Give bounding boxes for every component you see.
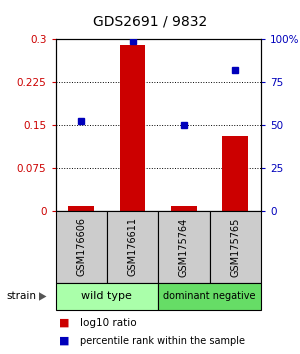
Text: ■: ■ — [58, 318, 69, 328]
Text: strain: strain — [6, 291, 36, 302]
Text: GSM175765: GSM175765 — [230, 217, 240, 276]
Bar — [171, 206, 197, 211]
Bar — [158, 283, 261, 310]
Text: wild type: wild type — [81, 291, 132, 302]
Bar — [107, 211, 158, 283]
Bar — [158, 211, 210, 283]
Text: log10 ratio: log10 ratio — [80, 318, 136, 328]
Text: GSM176606: GSM176606 — [76, 217, 86, 276]
Bar — [120, 45, 146, 211]
Bar — [210, 211, 261, 283]
Bar — [68, 206, 94, 211]
Text: GSM176611: GSM176611 — [128, 217, 138, 276]
Bar — [56, 211, 107, 283]
Bar — [223, 136, 248, 211]
Bar — [56, 283, 158, 310]
Text: GSM175764: GSM175764 — [179, 217, 189, 276]
Polygon shape — [39, 292, 46, 301]
Text: percentile rank within the sample: percentile rank within the sample — [80, 336, 244, 346]
Text: ■: ■ — [58, 336, 69, 346]
Text: dominant negative: dominant negative — [164, 291, 256, 302]
Text: GDS2691 / 9832: GDS2691 / 9832 — [93, 14, 207, 28]
